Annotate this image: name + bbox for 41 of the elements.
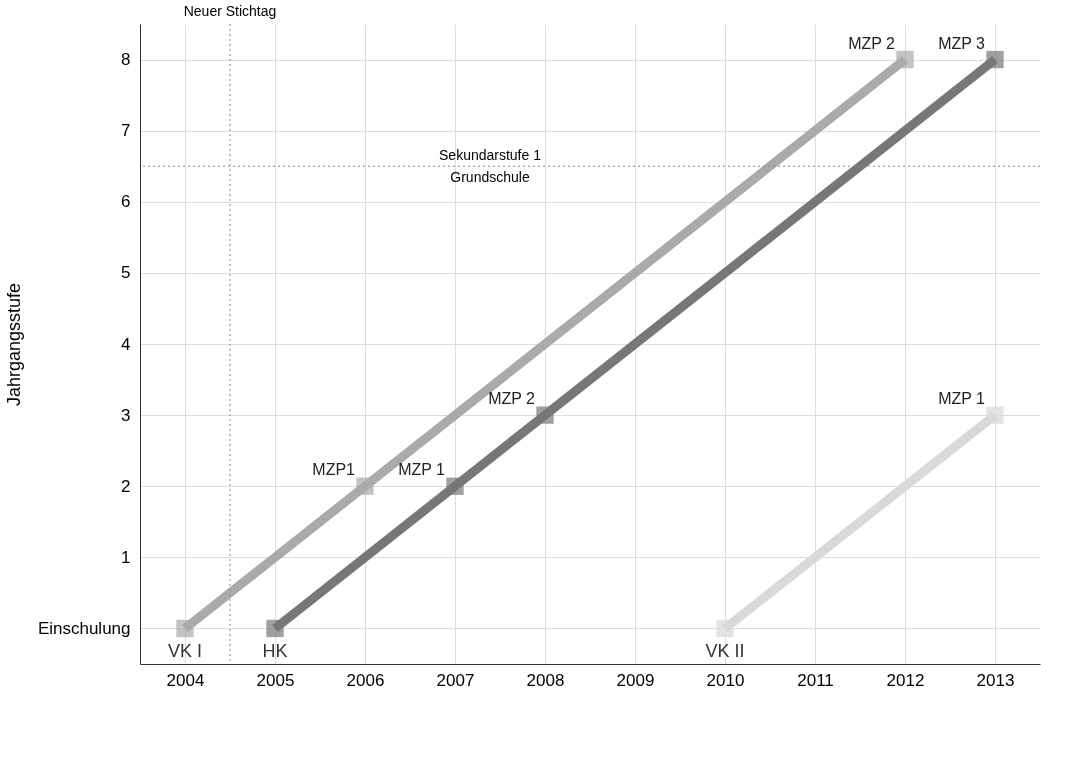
- point: [266, 619, 284, 638]
- y-tick-label: 1: [121, 547, 131, 567]
- annotation: MZP 3: [938, 34, 986, 52]
- y-tick-label: 7: [121, 121, 131, 141]
- series-label: VK I: [167, 641, 203, 662]
- x-tick-label: 2005: [256, 670, 295, 690]
- annotation: MZP 1: [938, 390, 986, 408]
- annotation: MZP 2: [848, 34, 896, 52]
- x-tick-label: 2006: [346, 670, 385, 690]
- y-tick-label: 4: [121, 334, 131, 354]
- y-tick-label: 6: [121, 192, 131, 212]
- x-tick-label: 2007: [436, 670, 475, 690]
- y-tick-label: Einschulung: [37, 618, 131, 638]
- x-tick-label: 2013: [976, 670, 1015, 690]
- point: [176, 619, 194, 638]
- y-tick-label: 8: [121, 50, 131, 70]
- annotation: MZP 2: [488, 390, 536, 408]
- ref-line-label: Sekundarstufe 1: [439, 147, 542, 164]
- point: [986, 50, 1004, 69]
- x-tick-label: 2011: [797, 670, 834, 690]
- x-tick-label: 2004: [166, 670, 205, 690]
- x-tick-label: 2010: [706, 670, 745, 690]
- x-tick-label: 2008: [526, 670, 565, 690]
- y-tick-label: 5: [121, 263, 131, 283]
- annotation: MZP 1: [398, 461, 446, 479]
- x-tick-label: 2009: [616, 670, 655, 690]
- point: [986, 406, 1004, 424]
- x-tick-label: 2012: [886, 670, 925, 690]
- point: [716, 619, 734, 638]
- point: [356, 477, 374, 495]
- y-axis-title: Jahrgangsstufe: [3, 282, 24, 407]
- series-label: VK II: [705, 641, 745, 662]
- annotation: Grundschule: [450, 169, 530, 186]
- y-tick-label: 2: [121, 476, 131, 496]
- point: [446, 477, 464, 495]
- ref-line-label: Neuer Stichtag: [183, 3, 277, 19]
- point: [896, 50, 914, 69]
- series-label: HK: [262, 641, 288, 662]
- annotation: MZP1: [312, 461, 356, 479]
- point: [536, 406, 554, 424]
- y-tick-label: 3: [121, 405, 131, 425]
